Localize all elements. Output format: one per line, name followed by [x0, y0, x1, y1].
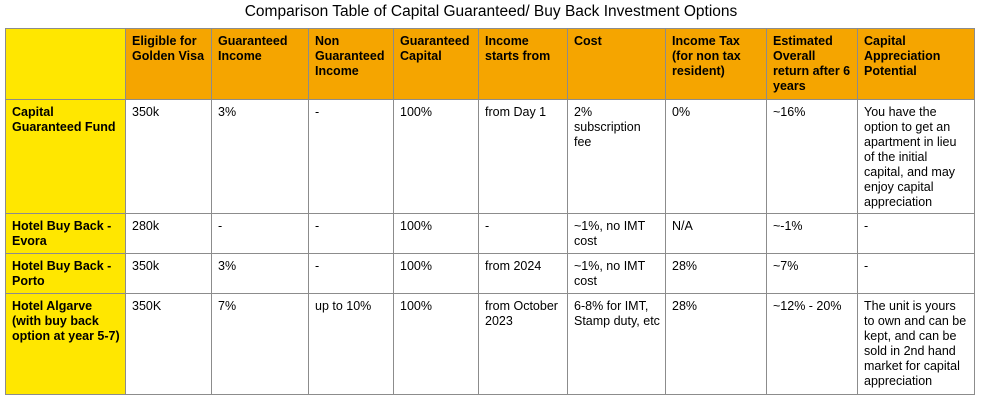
table-cell: up to 10%	[308, 293, 394, 395]
header-golden-visa: Eligible for Golden Visa	[125, 28, 212, 100]
header-non-guaranteed-income: Non Guaranteed Income	[308, 28, 394, 100]
table-cell: -	[857, 253, 975, 294]
table-cell: 280k	[125, 213, 212, 254]
table-cell: 3%	[211, 253, 309, 294]
table-cell: -	[857, 213, 975, 254]
row-label: Hotel Algarve (with buy back option at y…	[5, 293, 126, 395]
table-cell: 0%	[665, 99, 767, 214]
table-cell: -	[478, 213, 568, 254]
table-cell: 350K	[125, 293, 212, 395]
header-capital-appreciation: Capital Appreciation Potential	[857, 28, 975, 100]
table-cell: from October 2023	[478, 293, 568, 395]
table-row: Hotel Buy Back - Evora 280k - - 100% - ~…	[5, 213, 975, 254]
table-cell: 100%	[393, 99, 479, 214]
header-income-starts: Income starts from	[478, 28, 568, 100]
table-cell: from 2024	[478, 253, 568, 294]
table-cell: 100%	[393, 253, 479, 294]
table-cell: 6-8% for IMT, Stamp duty, etc	[567, 293, 666, 395]
table-cell: -	[308, 213, 394, 254]
header-estimated-return: Estimated Overall return after 6 years	[766, 28, 858, 100]
table-cell: -	[308, 99, 394, 214]
page-title: Comparison Table of Capital Guaranteed/ …	[244, 3, 738, 20]
table-cell: 350k	[125, 99, 212, 214]
table-cell: ~1%, no IMT cost	[567, 253, 666, 294]
table-row: Hotel Algarve (with buy back option at y…	[5, 293, 975, 395]
table-cell: ~12% - 20%	[766, 293, 858, 395]
table-cell: 100%	[393, 213, 479, 254]
header-corner-cell	[5, 28, 126, 100]
table-cell: 3%	[211, 99, 309, 214]
header-income-tax: Income Tax (for non tax resident)	[665, 28, 767, 100]
table-cell: from Day 1	[478, 99, 568, 214]
table-cell: 350k	[125, 253, 212, 294]
table-row: Capital Guaranteed Fund 350k 3% - 100% f…	[5, 99, 975, 214]
table-cell: 100%	[393, 293, 479, 395]
table-cell: 28%	[665, 253, 767, 294]
header-guaranteed-capital: Guaranteed Capital	[393, 28, 479, 100]
table-cell: N/A	[665, 213, 767, 254]
row-label: Hotel Buy Back - Evora	[5, 213, 126, 254]
table-cell: ~-1%	[766, 213, 858, 254]
table-cell: ~7%	[766, 253, 858, 294]
table-row: Hotel Buy Back - Porto 350k 3% - 100% fr…	[5, 253, 975, 294]
table-cell: You have the option to get an apartment …	[857, 99, 975, 214]
table-cell: 7%	[211, 293, 309, 395]
table-cell: -	[211, 213, 309, 254]
header-cost: Cost	[567, 28, 666, 100]
table-cell: 28%	[665, 293, 767, 395]
row-label: Hotel Buy Back - Porto	[5, 253, 126, 294]
table-cell: The unit is yours to own and can be kept…	[857, 293, 975, 395]
header-guaranteed-income: Guaranteed Income	[211, 28, 309, 100]
table-cell: ~1%, no IMT cost	[567, 213, 666, 254]
comparison-table: Eligible for Golden Visa Guaranteed Inco…	[5, 28, 975, 395]
table-cell: ~16%	[766, 99, 858, 214]
row-label: Capital Guaranteed Fund	[5, 99, 126, 214]
header-row: Eligible for Golden Visa Guaranteed Inco…	[5, 28, 975, 100]
table-cell: -	[308, 253, 394, 294]
table-cell: 2% subscription fee	[567, 99, 666, 214]
